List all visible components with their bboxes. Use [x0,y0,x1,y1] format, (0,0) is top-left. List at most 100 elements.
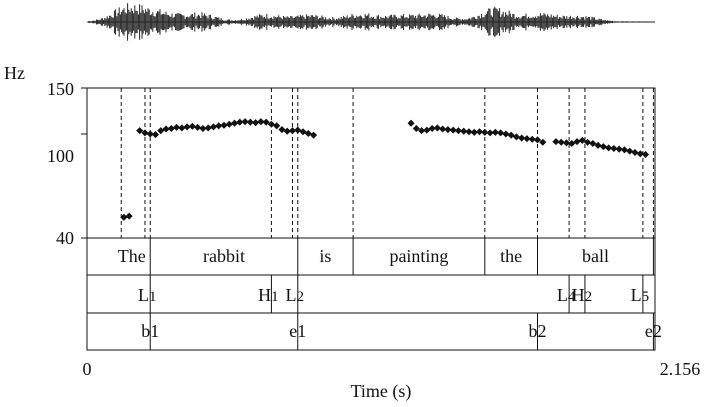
f0-point-48 [470,128,478,136]
f0-point-31 [288,127,297,135]
tone-label-L1: L1 [138,285,157,305]
f0-point-37 [412,124,420,133]
f0-point-61 [539,138,547,146]
x-tick-label-start: 0 [83,359,92,379]
f0-point-54 [502,130,510,138]
f0-point-79 [641,150,650,159]
y-ticks [81,87,87,239]
f0-point-22 [241,118,249,126]
f0-point-50 [481,128,489,136]
f0-point-49 [476,128,484,136]
f0-point-3 [141,129,149,137]
waveform [87,3,655,41]
word-label-is: is [319,246,331,266]
f0-point-16 [209,123,217,131]
f0-point-38 [418,127,426,135]
f0-point-39 [423,126,431,134]
f0-point-70 [594,141,602,149]
f0-point-35 [310,131,318,139]
f0-point-67 [578,136,586,144]
f0-point-25 [257,118,265,126]
f0-point-0 [120,213,128,221]
f0-point-65 [568,139,576,148]
f0-point-41 [433,124,441,132]
f0-point-68 [584,138,592,146]
tone-label-H2: H2 [572,285,593,305]
f0-point-60 [533,136,542,144]
f0-point-55 [507,131,515,139]
word-label-rabbit: rabbit [203,246,245,266]
f0-point-40 [428,124,436,133]
y-axis-label: Hz [4,63,25,83]
f0-point-53 [497,129,505,137]
f0-point-47 [465,128,473,136]
f0-point-33 [299,128,307,136]
f0-point-77 [631,148,639,156]
f0-point-46 [460,127,468,135]
f0-point-52 [491,128,499,136]
y-tick-label-40: 40 [56,228,74,248]
f0-point-44 [449,126,457,134]
word-label-ball: ball [582,246,609,266]
f0-point-64 [562,139,571,147]
word-labels: The rabbit is painting the ball [118,246,609,266]
f0-point-21 [236,118,244,126]
break-label-b2: b2 [529,321,547,341]
f0-point-9 [173,123,181,131]
f0-point-27 [267,120,275,128]
break-label-e1: e1 [289,321,306,341]
word-label-the: the [500,246,522,266]
break-label-e2: e2 [645,321,662,341]
f0-point-5 [151,131,160,139]
f0-point-34 [304,129,312,137]
break-label-b1: b1 [141,321,159,341]
f0-point-8 [167,124,175,133]
f0-point-58 [523,135,531,143]
f0-point-32 [294,126,302,134]
y-tick-label-150: 150 [47,79,74,99]
f0-point-24 [252,119,260,127]
f0-points [120,118,650,221]
f0-point-12 [188,122,196,130]
tone-label-H1: H1 [258,285,279,305]
f0-point-36 [407,119,415,127]
boundary-dashes [120,88,654,238]
f0-point-45 [454,127,463,135]
f0-point-6 [157,127,165,135]
plot-frame [86,87,656,239]
f0-point-51 [486,129,494,137]
f0-point-43 [444,126,452,134]
word-label-painting: painting [389,246,448,266]
f0-point-74 [615,145,623,153]
f0-point-2 [136,127,144,135]
f0-point-69 [589,139,597,148]
break-labels: b1 e1 b2 e2 [141,321,662,341]
f0-point-1 [125,212,133,220]
f0-point-42 [439,125,447,133]
f0-point-76 [626,147,634,155]
f0-point-63 [557,138,565,146]
breaks-tier [86,312,656,351]
tier-dividers [149,238,654,350]
f0-point-78 [636,150,644,158]
f0-point-28 [273,122,281,130]
f0-point-56 [512,133,520,141]
f0-point-17 [215,122,223,130]
f0-point-72 [605,144,613,152]
tone-label-L5: L5 [631,285,650,305]
f0-point-62 [552,138,560,146]
f0-point-30 [283,127,291,135]
f0-point-13 [194,123,202,131]
f0-point-10 [178,124,186,132]
f0-point-59 [528,135,536,143]
f0-point-26 [262,118,270,126]
f0-point-29 [278,126,286,134]
x-axis-label: Time (s) [351,381,412,402]
f0-point-66 [573,138,581,146]
f0-point-15 [204,124,212,132]
tone-label-L4: L4 [557,285,576,305]
tone-label-L2: L2 [286,285,305,305]
f0-point-71 [599,143,607,151]
